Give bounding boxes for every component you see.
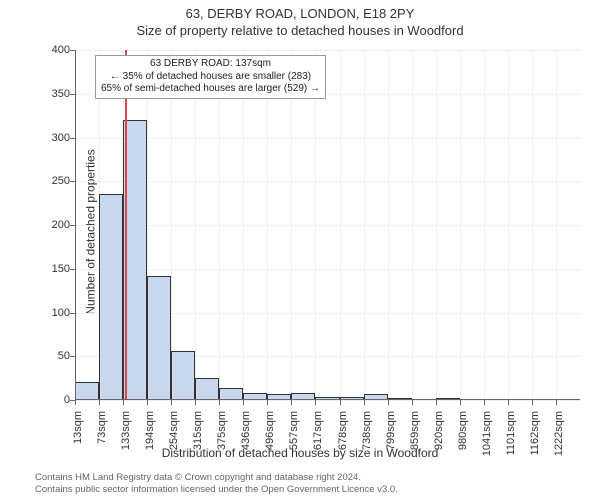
xtick-mark xyxy=(243,400,244,405)
x-axis-line xyxy=(75,399,580,400)
grid-line xyxy=(75,50,580,51)
grid-line xyxy=(388,50,389,400)
grid-line xyxy=(267,50,268,400)
annotation-box: 63 DERBY ROAD: 137sqm ← 35% of detached … xyxy=(95,55,326,99)
xtick-label: 617sqm xyxy=(312,411,324,461)
xtick-label: 13sqm xyxy=(72,411,84,461)
xtick-label: 920sqm xyxy=(433,411,445,461)
attribution: Contains HM Land Registry data © Crown c… xyxy=(35,472,590,496)
grid-line xyxy=(556,50,557,400)
ytick-label: 200 xyxy=(20,219,70,231)
grid-line xyxy=(484,50,485,400)
grid-line xyxy=(195,50,196,400)
xtick-mark xyxy=(99,400,100,405)
grid-line xyxy=(315,50,316,400)
xtick-label: 1041sqm xyxy=(481,411,493,461)
grid-line xyxy=(75,138,580,139)
xtick-label: 436sqm xyxy=(240,411,252,461)
xtick-mark xyxy=(436,400,437,405)
grid-line xyxy=(291,50,292,400)
xtick-label: 254sqm xyxy=(168,411,180,461)
xtick-mark xyxy=(291,400,292,405)
grid-line xyxy=(243,50,244,400)
ytick-label: 0 xyxy=(20,394,70,406)
xtick-label: 799sqm xyxy=(385,411,397,461)
chart-header: 63, DERBY ROAD, LONDON, E18 2PY Size of … xyxy=(0,0,600,42)
grid-line xyxy=(508,50,509,400)
xtick-label: 1162sqm xyxy=(529,411,541,461)
grid-line xyxy=(436,50,437,400)
histogram-bar xyxy=(171,351,195,400)
xtick-mark xyxy=(508,400,509,405)
xtick-label: 980sqm xyxy=(457,411,469,461)
xtick-mark xyxy=(219,400,220,405)
xtick-label: 738sqm xyxy=(361,411,373,461)
xtick-mark xyxy=(556,400,557,405)
ytick-label: 350 xyxy=(20,88,70,100)
xtick-label: 315sqm xyxy=(192,411,204,461)
histogram-bar xyxy=(195,378,219,400)
grid-line xyxy=(219,50,220,400)
annotation-line2: ← 35% of detached houses are smaller (28… xyxy=(101,71,320,84)
xtick-mark xyxy=(267,400,268,405)
xtick-label: 496sqm xyxy=(264,411,276,461)
xtick-label: 859sqm xyxy=(409,411,421,461)
ytick-label: 150 xyxy=(20,263,70,275)
grid-line xyxy=(340,50,341,400)
property-marker-line xyxy=(125,50,127,400)
y-axis-line xyxy=(75,50,76,400)
xtick-label: 194sqm xyxy=(144,411,156,461)
xtick-label: 73sqm xyxy=(96,411,108,461)
ytick-label: 400 xyxy=(20,44,70,56)
xtick-label: 133sqm xyxy=(120,411,132,461)
xtick-label: 1222sqm xyxy=(553,411,565,461)
title-subtitle: Size of property relative to detached ho… xyxy=(0,23,600,40)
chart-plot-area: 05010015020025030035040013sqm73sqm133sqm… xyxy=(75,50,580,400)
grid-line xyxy=(75,225,580,226)
histogram-bar xyxy=(75,382,99,400)
ytick-label: 300 xyxy=(20,132,70,144)
grid-line xyxy=(412,50,413,400)
ytick-label: 50 xyxy=(20,350,70,362)
ytick-label: 100 xyxy=(20,307,70,319)
ytick-label: 250 xyxy=(20,175,70,187)
annotation-line1: 63 DERBY ROAD: 137sqm xyxy=(101,58,320,71)
grid-line xyxy=(171,50,172,400)
xtick-mark xyxy=(315,400,316,405)
grid-line xyxy=(460,50,461,400)
xtick-mark xyxy=(123,400,124,405)
histogram-bar xyxy=(99,194,123,400)
xtick-mark xyxy=(171,400,172,405)
xtick-mark xyxy=(364,400,365,405)
grid-line xyxy=(532,50,533,400)
grid-line xyxy=(75,400,580,401)
xtick-mark xyxy=(532,400,533,405)
xtick-mark xyxy=(412,400,413,405)
xtick-mark xyxy=(195,400,196,405)
attribution-line2: Contains public sector information licen… xyxy=(35,484,590,496)
grid-line xyxy=(75,269,580,270)
grid-line xyxy=(75,181,580,182)
xtick-mark xyxy=(75,400,76,405)
xtick-label: 557sqm xyxy=(288,411,300,461)
annotation-line3: 65% of semi-detached houses are larger (… xyxy=(101,83,320,96)
histogram-bar xyxy=(147,276,171,400)
xtick-mark xyxy=(460,400,461,405)
title-address: 63, DERBY ROAD, LONDON, E18 2PY xyxy=(0,6,600,23)
attribution-line1: Contains HM Land Registry data © Crown c… xyxy=(35,472,590,484)
xtick-mark xyxy=(388,400,389,405)
xtick-mark xyxy=(484,400,485,405)
xtick-label: 375sqm xyxy=(216,411,228,461)
grid-line xyxy=(364,50,365,400)
xtick-mark xyxy=(340,400,341,405)
xtick-label: 678sqm xyxy=(337,411,349,461)
xtick-mark xyxy=(147,400,148,405)
xtick-label: 1101sqm xyxy=(505,411,517,461)
